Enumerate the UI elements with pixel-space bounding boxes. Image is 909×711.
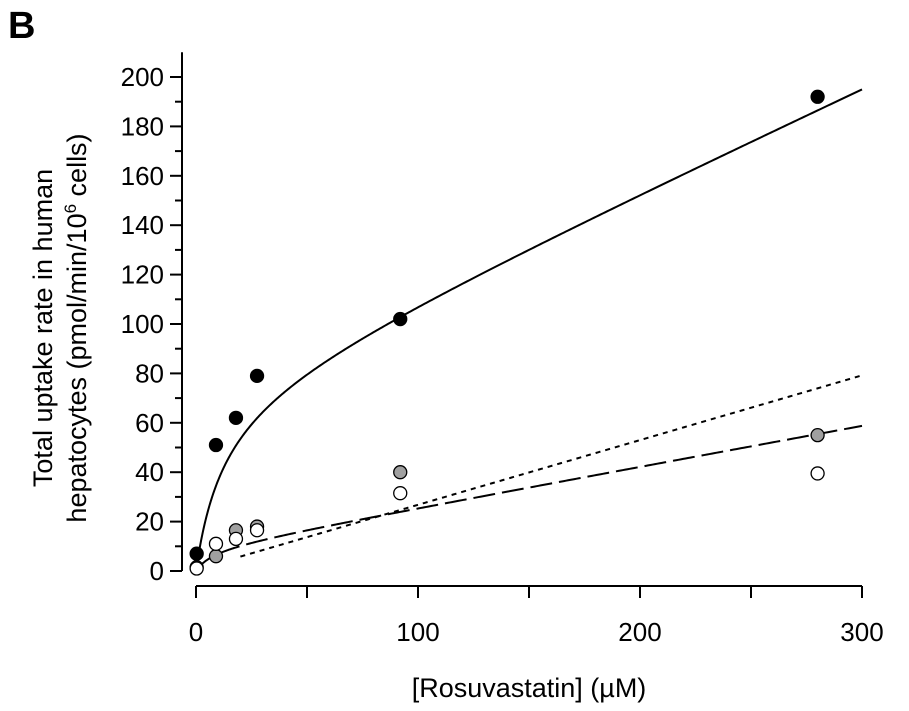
y-tick-label: 120	[121, 260, 164, 290]
y-axis-title-line2-prefix: hepatocytes (pmol/min/10	[62, 213, 92, 522]
data-point-filled-black	[228, 410, 244, 426]
data-point-gray	[810, 427, 825, 443]
y-tick-label: 20	[135, 507, 164, 537]
fit-curve-gray	[195, 424, 863, 572]
x-tick-label: 100	[396, 617, 439, 647]
y-tick-label: 160	[121, 161, 164, 191]
y-tick-label: 80	[135, 358, 164, 388]
fit-curve-filled-black	[195, 88, 863, 572]
data-point-filled-black	[810, 89, 825, 104]
data-point-filled-black	[249, 368, 265, 384]
y-tick-label: 200	[121, 62, 164, 92]
y-axis-title: Total uptake rate in human hepatocytes (…	[28, 133, 92, 522]
data-point-gray	[208, 549, 224, 564]
x-tick-label: 0	[189, 617, 203, 647]
y-axis-title-line1: Total uptake rate in human	[28, 169, 58, 487]
y-tick-label: 180	[121, 111, 164, 141]
fit-curve-open	[239, 374, 863, 558]
data-point-filled-black	[208, 437, 224, 453]
data-point-filled-black	[393, 311, 408, 327]
data-point-filled-black	[189, 546, 204, 561]
data-point-open	[228, 531, 244, 547]
axes: 0 20 40 60 80 100 120 140 160 180 200 0 100 200 300	[121, 52, 884, 647]
fit-curves	[195, 88, 863, 572]
y-axis-title-line2: hepatocytes (pmol/min/106 cells)	[61, 133, 92, 522]
y-tick-label: 0	[150, 556, 164, 586]
data-point-gray	[393, 465, 408, 480]
data-point-open	[393, 486, 408, 501]
panel-label: B	[8, 5, 35, 47]
data-points	[189, 89, 825, 576]
data-point-open	[208, 536, 224, 551]
data-point-open	[810, 466, 825, 481]
x-axis-title: [Rosuvastatin] (µM)	[412, 673, 647, 703]
x-tick-label: 200	[618, 617, 661, 647]
data-point-open	[189, 561, 204, 576]
y-axis-title-line2-suffix: cells)	[62, 133, 92, 204]
y-axis-title-exponent: 6	[61, 204, 80, 213]
y-tick-label: 140	[121, 210, 164, 240]
y-tick-label: 60	[135, 408, 164, 438]
y-tick-label: 40	[135, 457, 164, 487]
x-tick-label: 300	[840, 617, 883, 647]
y-tick-label: 100	[121, 309, 164, 339]
data-point-open	[249, 523, 265, 538]
